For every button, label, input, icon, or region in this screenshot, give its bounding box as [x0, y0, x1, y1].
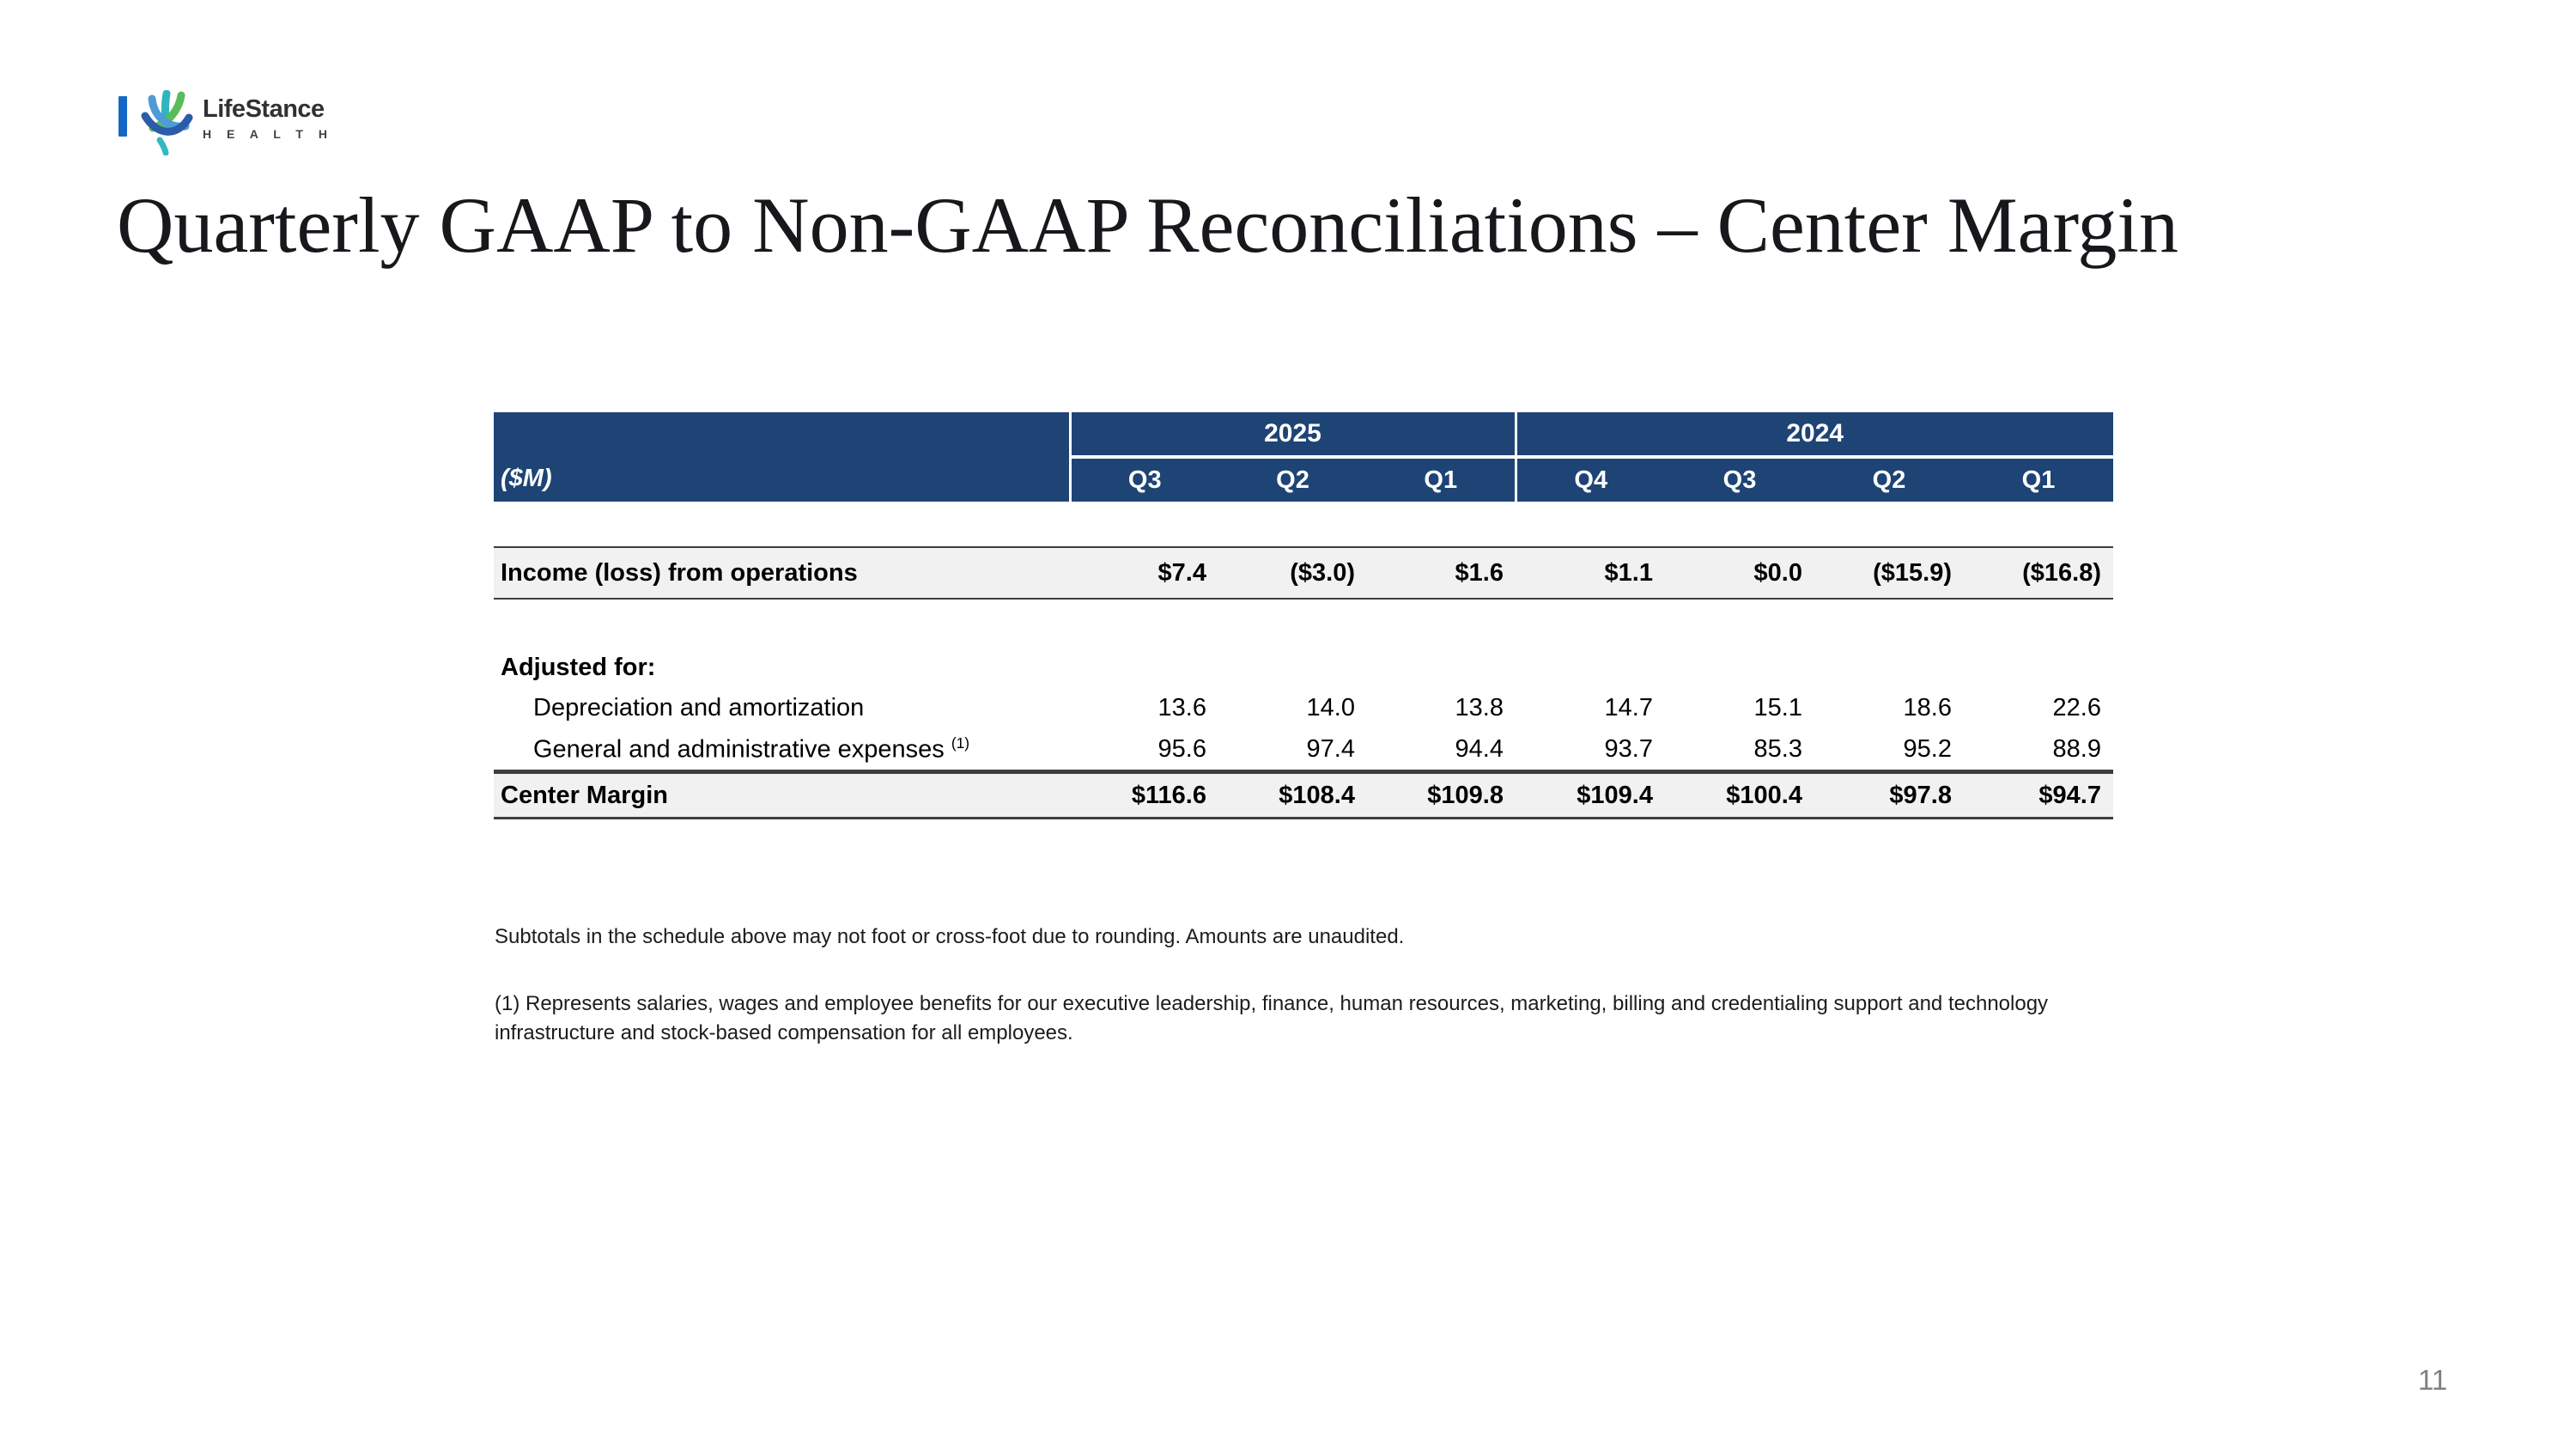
cell-value: $1.1 [1516, 546, 1665, 600]
row-label: Adjusted for: [501, 653, 656, 681]
table-header: ($M) 2025 2024 Q3 Q2 Q1 Q4 Q3 Q2 Q1 [494, 412, 2113, 502]
table-col-2024-q2: Q2 [1814, 457, 1964, 502]
logo-brand-name: LifeStance [203, 97, 333, 122]
logo-wordmark: LifeStance H E A L T H [203, 97, 333, 141]
cell-value: 14.0 [1306, 693, 1355, 721]
table-col-2024-q4: Q4 [1514, 457, 1665, 502]
cell-value: 14.7 [1604, 693, 1653, 721]
cell-value: $94.7 [1964, 770, 2113, 819]
page-title: Quarterly GAAP to Non-GAAP Reconciliatio… [117, 181, 2178, 269]
table-col-2025-q1: Q1 [1367, 457, 1516, 502]
cell-value: ($15.9) [1814, 546, 1964, 600]
table-col-2024-q3: Q3 [1665, 457, 1814, 502]
cell-value: $1.6 [1367, 546, 1516, 600]
cell-value: 15.1 [1753, 693, 1802, 721]
logo-accent-bar [118, 96, 127, 137]
cell-value: 13.6 [1157, 693, 1206, 721]
row-label: Income (loss) from operations [494, 546, 1070, 600]
footnote-1: (1) Represents salaries, wages and emplo… [495, 992, 2049, 1045]
row-label: General and administrative expenses (1) [494, 728, 1070, 772]
cell-value: $108.4 [1218, 770, 1367, 819]
cell-value: 97.4 [1306, 734, 1355, 763]
row-label: Center Margin [494, 770, 1070, 819]
reconciliation-table: ($M) 2025 2024 Q3 Q2 Q1 Q4 Q3 Q2 Q1 Inco… [494, 412, 2113, 819]
cell-value: 93.7 [1604, 734, 1653, 763]
row-label: Depreciation and amortization [533, 693, 865, 721]
table-col-2025-q2: Q2 [1218, 457, 1367, 502]
table-row-general-admin: General and administrative expenses (1) … [494, 728, 2113, 772]
footnotes: Subtotals in the schedule above may not … [495, 922, 2156, 1086]
table-col-2025-q3: Q3 [1070, 457, 1218, 502]
cell-value: 95.2 [1903, 734, 1952, 763]
cell-value: $116.6 [1070, 770, 1218, 819]
table-spacer-row [494, 599, 2113, 648]
row-label-text: General and administrative expenses [533, 735, 945, 764]
cell-value: $100.4 [1665, 770, 1814, 819]
page-number: 11 [2418, 1364, 2448, 1396]
table-row-income: Income (loss) from operations $7.4 ($3.0… [494, 546, 2113, 600]
spacer-cell [494, 502, 2113, 547]
table-spacer-row [494, 502, 2113, 547]
table-quarter-row: Q3 Q2 Q1 Q4 Q3 Q2 Q1 [494, 457, 2113, 502]
table-col-2024-q1: Q1 [1964, 457, 2113, 502]
cell-value: ($3.0) [1218, 546, 1367, 600]
footnote-marker: (1) [951, 734, 970, 752]
lifestance-lotus-icon [141, 90, 193, 155]
cell-value: $109.4 [1516, 770, 1665, 819]
cell-value: $7.4 [1070, 546, 1218, 600]
cell-value: 18.6 [1903, 693, 1952, 721]
cell-value: 88.9 [2052, 734, 2101, 763]
logo-brand-life: Life [203, 95, 246, 123]
cell-value: $97.8 [1814, 770, 1964, 819]
table-row-adjusted-for: Adjusted for: [494, 648, 2113, 687]
table-row-center-margin: Center Margin $116.6 $108.4 $109.8 $109.… [494, 770, 2113, 819]
cell-value: $0.0 [1665, 546, 1814, 600]
cell-value: $109.8 [1367, 770, 1516, 819]
table-year-row: ($M) 2025 2024 [494, 412, 2113, 502]
cell-value: 94.4 [1455, 734, 1504, 763]
table-year-2024: 2024 [1514, 412, 2113, 459]
cell-value: 13.8 [1455, 693, 1504, 721]
logo-brand-health: H E A L T H [203, 127, 333, 141]
logo-brand-stance: Stance [245, 95, 325, 123]
cell-value: 85.3 [1753, 734, 1802, 763]
cell-value: 22.6 [2052, 693, 2101, 721]
rounding-note: Subtotals in the schedule above may not … [495, 925, 1405, 948]
cell-value: 95.6 [1157, 734, 1206, 763]
table-year-2025: 2025 [1070, 412, 1516, 459]
spacer-cell [494, 599, 2113, 648]
cell-value: ($16.8) [1964, 546, 2113, 600]
table-row-depreciation: Depreciation and amortization 13.6 14.0 … [494, 687, 2113, 728]
table-unit-label: ($M) [494, 412, 1072, 502]
